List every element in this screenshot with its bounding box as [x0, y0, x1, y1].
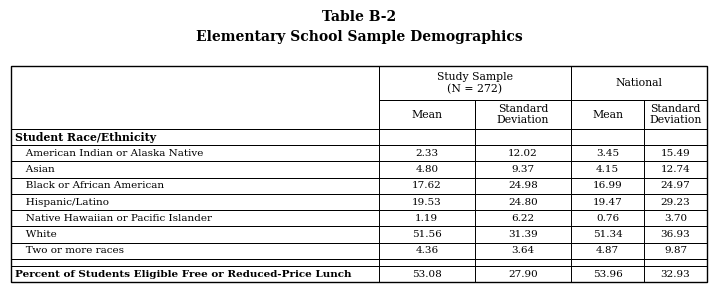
- Text: 4.80: 4.80: [415, 165, 439, 174]
- Text: 24.97: 24.97: [661, 181, 691, 190]
- Text: 3.70: 3.70: [664, 214, 687, 223]
- Text: 2.33: 2.33: [415, 149, 439, 158]
- Text: 36.93: 36.93: [661, 230, 691, 239]
- Bar: [11, 129, 707, 145]
- Text: National: National: [615, 78, 662, 88]
- Bar: [11, 266, 707, 282]
- Text: Native Hawaiian or Pacific Islander: Native Hawaiian or Pacific Islander: [16, 214, 212, 223]
- Text: American Indian or Alaska Native: American Indian or Alaska Native: [16, 149, 203, 158]
- Bar: [11, 226, 707, 243]
- Text: 12.02: 12.02: [508, 149, 538, 158]
- Text: 51.34: 51.34: [593, 230, 623, 239]
- Text: Standard
Deviation: Standard Deviation: [649, 104, 701, 125]
- Text: 4.36: 4.36: [415, 246, 439, 255]
- Text: 27.90: 27.90: [508, 270, 538, 278]
- Text: 4.15: 4.15: [596, 165, 619, 174]
- Text: 3.45: 3.45: [596, 149, 619, 158]
- Bar: [11, 66, 379, 129]
- Text: 12.74: 12.74: [661, 165, 691, 174]
- Bar: [11, 259, 707, 266]
- Text: 53.96: 53.96: [593, 270, 623, 278]
- Text: 24.80: 24.80: [508, 198, 538, 207]
- Text: 6.22: 6.22: [511, 214, 534, 223]
- Text: 24.98: 24.98: [508, 181, 538, 190]
- Text: 32.93: 32.93: [661, 270, 691, 278]
- Text: Hispanic/Latino: Hispanic/Latino: [16, 198, 108, 207]
- Bar: [11, 243, 707, 259]
- Bar: [379, 100, 475, 129]
- Bar: [571, 66, 707, 100]
- Text: Study Sample
(N = 272): Study Sample (N = 272): [437, 72, 513, 94]
- Text: Elementary School Sample Demographics: Elementary School Sample Demographics: [195, 30, 523, 44]
- Text: Standard
Deviation: Standard Deviation: [497, 104, 549, 125]
- Text: 51.56: 51.56: [412, 230, 442, 239]
- Text: 17.62: 17.62: [412, 181, 442, 190]
- Bar: [11, 145, 707, 161]
- Bar: [475, 100, 571, 129]
- Bar: [11, 178, 707, 194]
- Text: Mean: Mean: [411, 109, 442, 119]
- Text: 9.87: 9.87: [664, 246, 687, 255]
- Text: Two or more races: Two or more races: [16, 246, 123, 255]
- Text: 9.37: 9.37: [511, 165, 534, 174]
- Text: 1.19: 1.19: [415, 214, 439, 223]
- Bar: [11, 161, 707, 178]
- Bar: [645, 100, 707, 129]
- Bar: [379, 66, 571, 100]
- Text: Percent of Students Eligible Free or Reduced-Price Lunch: Percent of Students Eligible Free or Red…: [15, 270, 351, 278]
- Text: White: White: [16, 230, 57, 239]
- Bar: [11, 194, 707, 210]
- Text: 53.08: 53.08: [412, 270, 442, 278]
- Bar: [11, 210, 707, 226]
- Text: Black or African American: Black or African American: [16, 181, 164, 190]
- Text: 16.99: 16.99: [593, 181, 623, 190]
- Text: Asian: Asian: [16, 165, 55, 174]
- Text: Student Race/Ethnicity: Student Race/Ethnicity: [15, 132, 156, 142]
- Text: 3.64: 3.64: [511, 246, 534, 255]
- Text: Table B-2: Table B-2: [322, 10, 396, 24]
- Text: 4.87: 4.87: [596, 246, 619, 255]
- Text: 19.47: 19.47: [593, 198, 623, 207]
- Text: 15.49: 15.49: [661, 149, 691, 158]
- Text: 31.39: 31.39: [508, 230, 538, 239]
- Text: 29.23: 29.23: [661, 198, 691, 207]
- Text: 19.53: 19.53: [412, 198, 442, 207]
- Bar: [571, 100, 645, 129]
- Text: 0.76: 0.76: [596, 214, 619, 223]
- Text: Mean: Mean: [592, 109, 623, 119]
